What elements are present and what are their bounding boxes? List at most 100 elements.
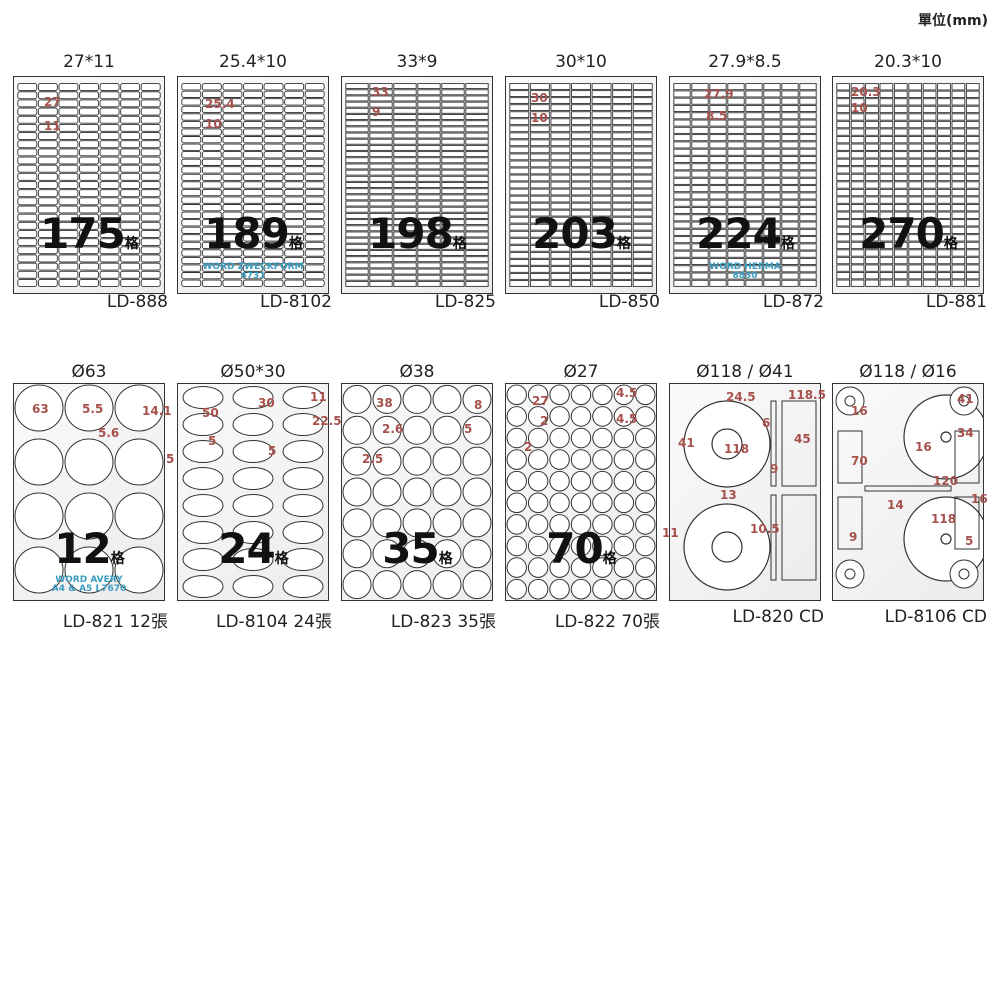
label-cell [632, 209, 653, 217]
label-sheet-ld-850[interactable]: 30 10 203格 [505, 76, 657, 294]
label-cell [393, 262, 417, 269]
label-cell [201, 151, 222, 159]
label-cell [763, 265, 781, 273]
label-cell [951, 264, 966, 272]
label-cell [865, 256, 879, 265]
label-cell [937, 226, 951, 234]
label-cell [709, 250, 727, 258]
label-sheet-ld-888[interactable]: 27 11 175格 [13, 76, 165, 294]
label-sheet-ld-8106[interactable]: 16 41 16 34 70 120 16 14 118 9 5 [832, 383, 988, 601]
label-cell [673, 83, 691, 91]
label-cell [465, 126, 489, 133]
label-sheet-ld-823[interactable]: 38 2.6 8 5 2.5 35格 [341, 383, 493, 601]
label-cell [441, 200, 465, 207]
model-number: LD-820 CD [732, 607, 824, 627]
label-cell [181, 272, 202, 280]
label-cell [836, 279, 851, 287]
label-cell [571, 125, 591, 133]
compat-line: WORD HERMA [709, 262, 781, 272]
label-cell [893, 166, 908, 174]
label-cell [140, 254, 161, 263]
label-cell [243, 158, 263, 166]
label-cell [836, 151, 851, 159]
label-cell [509, 188, 530, 196]
dimension-label: 2 [524, 440, 533, 454]
label-sheet-ld-8102[interactable]: 25.4 10 189格 WORD ZWECKFORM 4731 [177, 76, 329, 294]
label-cell [17, 164, 38, 173]
round-label [527, 384, 549, 406]
sheet-layout [683, 400, 817, 591]
label-cell [691, 258, 709, 265]
label-cell [243, 249, 263, 257]
label-cell [612, 97, 633, 104]
label-sheet-ld-872[interactable]: 27.9 8.5 224格 WORD HERMA 8830 [669, 76, 821, 294]
label-sheet-ld-825[interactable]: 33 9 198格 [341, 76, 493, 294]
label-cell [879, 234, 894, 242]
dimension-label: 5 [208, 434, 217, 448]
label-cell [79, 238, 99, 247]
label-cell [612, 237, 633, 245]
label-sheet-ld-822[interactable]: 27 2 4.5 4.5 2 70格 [505, 383, 657, 601]
label-cell [571, 104, 591, 111]
label-cell [850, 272, 865, 280]
label-cell [937, 83, 951, 91]
label-cell [140, 221, 161, 230]
label-cell [550, 216, 571, 224]
label-count: 270格 [833, 209, 983, 258]
label-cell [691, 214, 709, 222]
label-sheet-ld-881[interactable]: 20.3 10 270格 [832, 76, 984, 294]
label-cell [17, 246, 38, 255]
label-cell [673, 221, 691, 229]
round-label [613, 406, 635, 427]
label-cell [140, 197, 161, 206]
label-cell [509, 230, 530, 238]
label-cell [745, 97, 763, 105]
label-cell [709, 105, 727, 112]
label-cell [393, 169, 417, 176]
label-cell [763, 207, 781, 214]
model-number: LD-8102 [260, 292, 332, 312]
label-cell [345, 225, 369, 232]
label-cell [345, 95, 369, 102]
dimension-label: 50 [202, 406, 219, 420]
label-cell [571, 181, 591, 189]
label-cell [612, 174, 633, 182]
label-cell [417, 280, 441, 287]
label-cell [850, 136, 865, 144]
label-cell [550, 259, 571, 266]
compat-line: 8830 [732, 271, 758, 281]
label-cell [965, 120, 980, 129]
label-cell [17, 148, 38, 157]
label-cell [369, 219, 393, 226]
label-cell [345, 243, 369, 250]
label-cell [181, 166, 202, 174]
label-cell [181, 249, 202, 257]
sheet-layout [342, 384, 492, 600]
label-cell [369, 212, 393, 219]
label-cell [745, 134, 763, 142]
label-cell [745, 148, 763, 156]
label-cell [345, 188, 369, 195]
dimension-label: 41 [678, 436, 695, 450]
round-label [527, 449, 549, 470]
round-label [506, 514, 527, 535]
round-label [592, 406, 613, 427]
label-cell [369, 89, 393, 96]
round-label [635, 427, 656, 449]
label-sheet-ld-8104[interactable]: 50 30 11 22.5 5 5 24格 [177, 383, 342, 601]
label-cell [691, 170, 709, 178]
label-cell [284, 158, 305, 166]
label-cell [673, 156, 691, 163]
label-cell [417, 225, 441, 232]
label-cell [781, 97, 799, 105]
label-cell [893, 90, 908, 98]
label-cell [345, 144, 369, 151]
label-cell [509, 280, 530, 287]
label-cell [612, 132, 633, 140]
label-cell [879, 211, 894, 219]
label-sheet-ld-821[interactable]: 63 5.5 14.1 5.6 5 12格 WORD AVERY A4 & A5 L7670 [13, 383, 174, 601]
label-cell [284, 272, 305, 280]
label-sheet-ld-820[interactable]: 24.5 118.5 6 45 41 118 9 13 11 10.5 [662, 383, 826, 601]
label-cell [393, 250, 417, 256]
label-cell [529, 160, 550, 168]
